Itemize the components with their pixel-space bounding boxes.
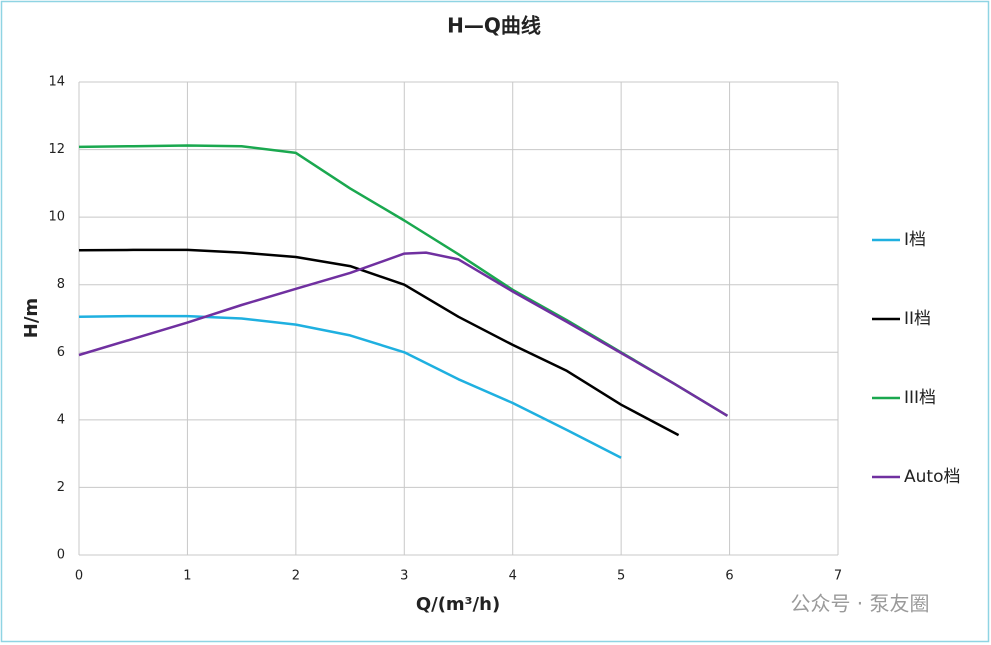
x-tick-label: 4 (509, 569, 517, 584)
y-tick-label: 14 (48, 75, 65, 90)
y-tick-label: 10 (48, 210, 65, 225)
x-tick-label: 3 (400, 569, 408, 584)
y-axis-label: H/m (21, 298, 42, 338)
line-series (78, 248, 680, 437)
x-tick-label: 2 (292, 569, 300, 584)
chart-title: H—Q曲线 (447, 14, 541, 38)
legend-label: II档 (904, 309, 931, 329)
legend-label: Auto档 (904, 467, 960, 487)
watermark: 公众号 · 泵友圈 (790, 592, 929, 616)
y-tick-label: 8 (57, 277, 65, 292)
y-tick-label: 6 (57, 345, 65, 360)
x-tick-label: 0 (75, 569, 83, 584)
x-tick-label: 7 (834, 569, 842, 584)
y-tick-label: 4 (57, 412, 65, 427)
y-tick-label: 0 (57, 548, 65, 563)
y-tick-label: 12 (48, 142, 65, 157)
x-tick-label: 5 (617, 569, 625, 584)
x-axis-label: Q/(m³/h) (416, 594, 500, 615)
line-series (78, 314, 622, 459)
legend-label: I档 (904, 230, 926, 250)
legend-label: III档 (904, 388, 936, 408)
y-tick-label: 2 (57, 480, 65, 495)
x-tick-label: 6 (725, 569, 733, 584)
line-series (78, 251, 729, 417)
x-tick-label: 1 (183, 569, 191, 584)
